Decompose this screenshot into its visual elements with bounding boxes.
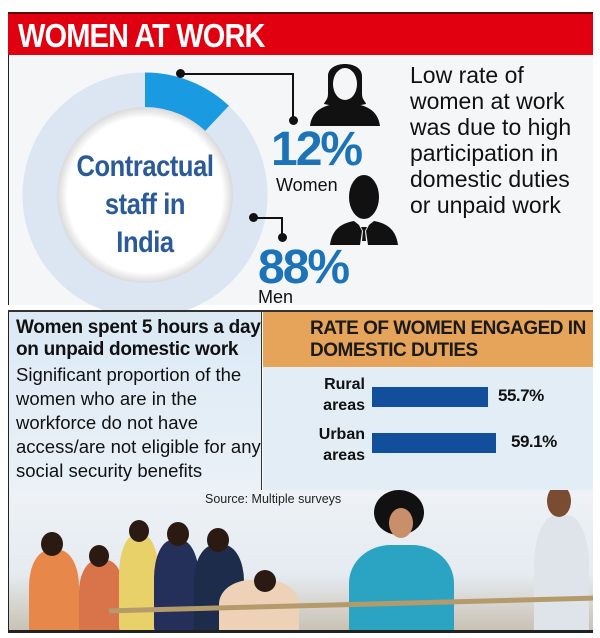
bar-label-urban: Urban areas [318, 426, 365, 464]
connector-line-women [180, 73, 294, 120]
man-silhouette-icon [330, 175, 398, 245]
explanation-note: Low rate of women at work was due to hig… [410, 62, 572, 218]
bar-value-rural: 55.7% [498, 386, 544, 405]
domestic-duties-header [263, 312, 593, 367]
domestic-duties-title: RATE OF WOMEN ENGAGED IN DOMESTIC DUTIES [310, 318, 586, 361]
unpaid-work-panel [8, 312, 262, 490]
page-title: WOMEN AT WORK [18, 17, 266, 54]
source-credit: Source: Multiple surveys [205, 492, 342, 506]
woman-silhouette-icon [310, 64, 380, 126]
header-bar: WOMEN AT WORK [8, 12, 593, 55]
section-divider [8, 310, 593, 312]
connector-dot-women-end [289, 116, 298, 125]
connector-dot-men-end [278, 233, 287, 242]
women-percentage: 12% [271, 123, 363, 176]
donut-women-segment [144, 72, 229, 132]
men-label: Men [258, 287, 294, 307]
bar-rural [372, 387, 488, 407]
bar-label-rural: Rural areas [323, 376, 365, 414]
unpaid-work-body: Significant proportion of the women who … [16, 364, 261, 481]
donut-center-label: Contractual staff in India [76, 150, 214, 259]
men-percentage: 88% [258, 241, 350, 294]
bar-value-urban: 59.1% [511, 432, 557, 451]
donut-chart [22, 72, 268, 312]
connector-line-men [253, 217, 283, 237]
photo-tug-of-war [8, 490, 593, 633]
women-label: Women [276, 175, 338, 195]
unpaid-work-title: Women spent 5 hours a day on unpaid dome… [16, 317, 261, 360]
bar-urban [372, 433, 496, 453]
